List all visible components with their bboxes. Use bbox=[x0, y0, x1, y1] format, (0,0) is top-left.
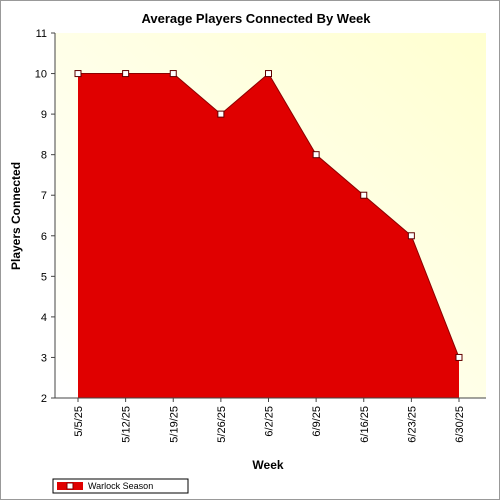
x-tick-label: 5/12/25 bbox=[121, 406, 133, 443]
y-tick-label: 3 bbox=[41, 352, 47, 364]
data-point bbox=[265, 70, 272, 78]
y-tick-label: 2 bbox=[41, 393, 47, 405]
data-point bbox=[74, 70, 82, 78]
chart-title: Average Players Connected By Week bbox=[141, 11, 371, 26]
data-point bbox=[122, 70, 130, 78]
x-tick-label: 5/19/25 bbox=[168, 406, 180, 443]
data-point bbox=[169, 70, 177, 78]
x-tick-label: 6/23/25 bbox=[406, 406, 418, 443]
data-point bbox=[312, 151, 320, 159]
y-tick-label: 6 bbox=[41, 231, 47, 243]
data-point bbox=[217, 110, 225, 118]
legend-marker bbox=[66, 482, 74, 490]
x-tick-label: 6/2/25 bbox=[264, 406, 276, 437]
legend: Warlock Season bbox=[52, 478, 189, 494]
y-tick-label: 4 bbox=[41, 312, 47, 324]
x-tick-label: 6/30/25 bbox=[454, 406, 466, 443]
y-tick-label: 9 bbox=[41, 109, 47, 121]
data-point bbox=[360, 191, 368, 199]
y-tick-label: 8 bbox=[41, 150, 47, 162]
legend-label: Warlock Season bbox=[88, 481, 153, 491]
x-tick-label: 6/9/25 bbox=[311, 406, 323, 437]
legend-box bbox=[52, 478, 189, 494]
y-tick-label: 10 bbox=[35, 69, 47, 81]
x-tick-label: 5/5/25 bbox=[73, 406, 85, 437]
x-tick-label: 5/26/25 bbox=[216, 406, 228, 443]
y-tick-label: 5 bbox=[41, 271, 47, 283]
x-axis-label: Week bbox=[252, 458, 283, 472]
y-tick-label: 11 bbox=[36, 28, 47, 40]
data-point bbox=[455, 353, 463, 361]
x-tick-label: 6/16/25 bbox=[359, 406, 371, 443]
y-axis-label: Players Connected bbox=[9, 162, 23, 270]
series-area bbox=[78, 73, 459, 399]
y-tick-label: 7 bbox=[41, 190, 47, 202]
data-point bbox=[407, 232, 415, 240]
